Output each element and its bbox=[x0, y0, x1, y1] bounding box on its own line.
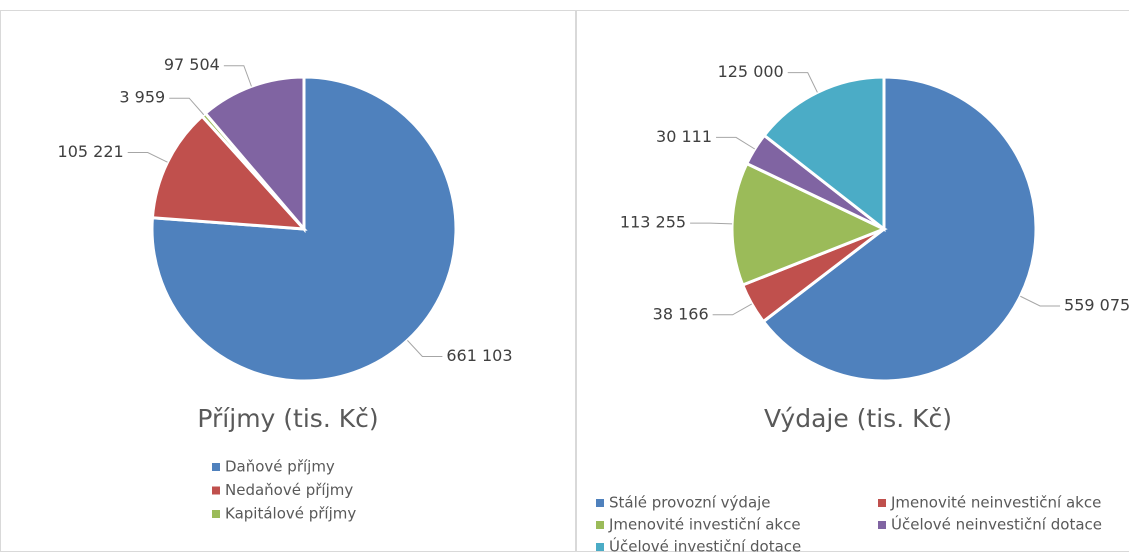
legend-label: Účelové investiční dotace bbox=[609, 537, 801, 552]
leader-line bbox=[223, 65, 252, 87]
data-label: 661 103 bbox=[446, 346, 512, 365]
legend-swatch bbox=[878, 499, 886, 507]
pie-slice bbox=[761, 75, 1038, 383]
data-label: 30 111 bbox=[656, 127, 712, 146]
data-label: 125 000 bbox=[718, 62, 784, 81]
leader-line bbox=[787, 72, 818, 93]
legend-swatch bbox=[212, 486, 220, 495]
legend-label: Daňové příjmy bbox=[225, 458, 335, 476]
legend-swatch bbox=[596, 521, 604, 529]
legend-swatch bbox=[596, 499, 604, 507]
legend-label: Nedaňové příjmy bbox=[225, 481, 353, 499]
legend-label: Kapitálové příjmy bbox=[225, 505, 356, 523]
pie-slice bbox=[203, 75, 306, 234]
data-label: 559 075 bbox=[1064, 295, 1129, 314]
data-label: 105 221 bbox=[58, 142, 124, 161]
legend-label: Stálé provozní výdaje bbox=[609, 494, 771, 512]
pie-slice bbox=[150, 75, 458, 383]
chart-title: Příjmy (tis. Kč) bbox=[197, 404, 378, 433]
legend-label: Účelové neinvestiční dotace bbox=[891, 515, 1102, 534]
legend-label: Jmenovité neinvestiční akce bbox=[890, 494, 1101, 512]
pie-slice bbox=[730, 161, 888, 287]
leader-line bbox=[127, 151, 168, 163]
leader-line bbox=[1020, 295, 1061, 307]
legend-swatch bbox=[596, 543, 604, 551]
leader-line bbox=[712, 303, 753, 316]
leader-line bbox=[407, 340, 443, 358]
data-label: 3 959 bbox=[119, 88, 165, 107]
legend-swatch bbox=[878, 521, 886, 529]
chart-title: Výdaje (tis. Kč) bbox=[764, 404, 952, 433]
leader-line bbox=[690, 222, 733, 225]
leader-line bbox=[716, 136, 756, 150]
pie-slice bbox=[762, 75, 886, 233]
legend-label: Jmenovité investiční akce bbox=[608, 516, 801, 534]
data-label: 113 255 bbox=[620, 213, 686, 232]
data-label: 38 166 bbox=[653, 304, 709, 323]
leader-line bbox=[169, 97, 205, 116]
legend-swatch bbox=[212, 510, 220, 518]
data-label: 97 504 bbox=[164, 55, 220, 74]
legend-swatch bbox=[212, 463, 220, 471]
